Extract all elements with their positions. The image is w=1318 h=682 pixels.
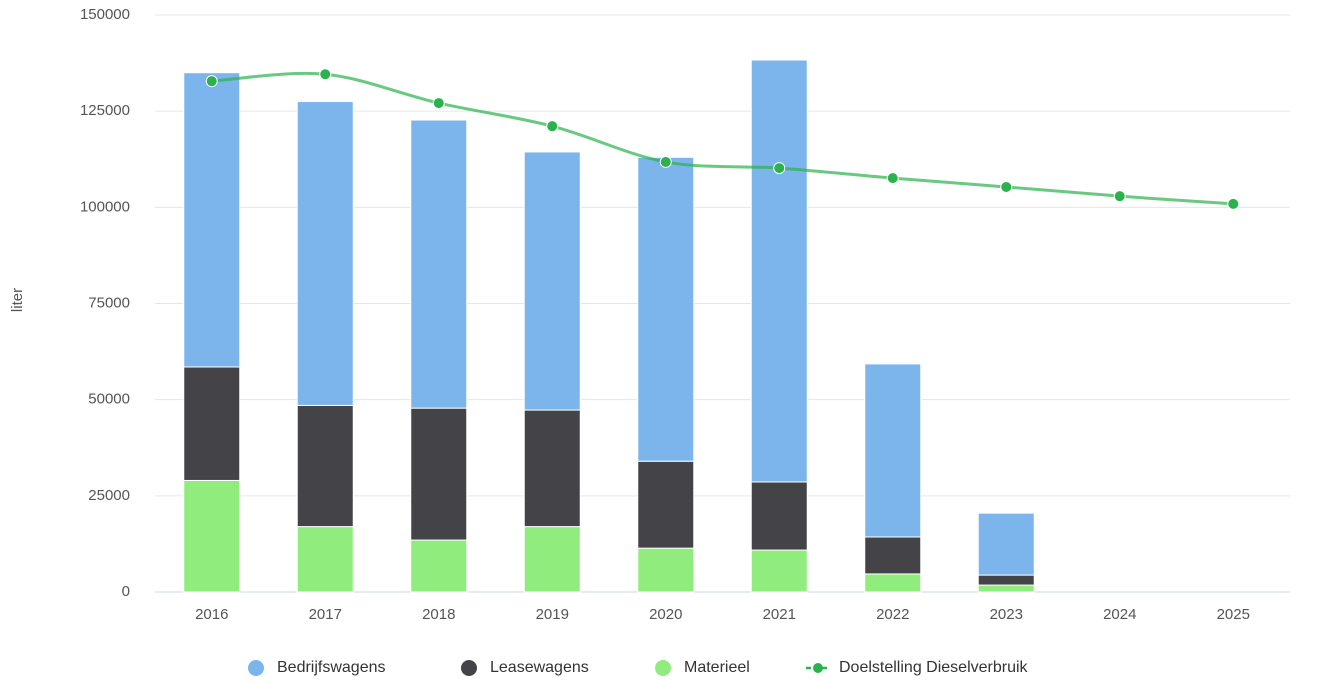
x-tick-label: 2020 <box>649 606 682 623</box>
bar <box>864 363 922 538</box>
bar <box>523 151 581 411</box>
line <box>211 71 1234 206</box>
line-marker <box>886 172 899 185</box>
y-tick-label: 0 <box>122 583 130 600</box>
x-tick-label: 2022 <box>876 606 909 623</box>
legend-label: Bedrijfswagens <box>277 659 386 676</box>
x-tick-label: 2019 <box>536 606 569 623</box>
legend-symbol <box>655 660 671 676</box>
x-tick-label: 2016 <box>195 606 228 623</box>
legend-label: Leasewagens <box>490 659 589 676</box>
legend: Bedrijfswagens Leasewagens Materieel Doelst… <box>248 659 1029 676</box>
bar <box>296 101 354 406</box>
bar <box>750 549 808 593</box>
bar <box>523 526 581 593</box>
bar <box>977 574 1035 586</box>
bar <box>410 407 468 541</box>
x-tick-label: 2025 <box>1217 606 1250 623</box>
line-marker <box>659 155 672 168</box>
x-tick-label: 2017 <box>309 606 342 623</box>
line-marker <box>1113 190 1126 203</box>
line-marker <box>319 68 332 81</box>
bar <box>750 59 808 483</box>
legend-symbol <box>461 660 477 676</box>
bar <box>296 404 354 528</box>
bar <box>183 366 241 481</box>
line-marker <box>546 120 559 133</box>
bar <box>637 460 695 549</box>
y-tick-label: 100000 <box>80 198 130 215</box>
bar <box>637 156 695 462</box>
x-tick-label: 2021 <box>763 606 796 623</box>
x-tick-label: 2023 <box>990 606 1023 623</box>
bar <box>750 481 808 551</box>
y-tick-label: 75000 <box>88 294 130 311</box>
x-tick-label: 2024 <box>1103 606 1136 623</box>
line-marker <box>432 97 445 110</box>
bar <box>977 584 1035 593</box>
bar <box>864 536 922 575</box>
bar <box>183 72 241 368</box>
line-marker <box>205 75 218 88</box>
line-marker <box>773 162 786 175</box>
bar <box>864 573 922 593</box>
x-tick-label: 2018 <box>422 606 455 623</box>
y-tick-label: 50000 <box>88 391 130 408</box>
legend-symbol <box>813 663 823 673</box>
bar <box>637 547 695 593</box>
bar <box>410 119 468 409</box>
legend-label: Doelstelling Dieselverbruik <box>839 659 1029 676</box>
bar <box>296 526 354 593</box>
bar <box>183 479 241 593</box>
bar <box>523 409 581 528</box>
y-axis-label: liter <box>9 288 26 312</box>
bar <box>977 512 1035 576</box>
line-marker <box>1000 180 1013 193</box>
legend-symbol <box>248 660 264 676</box>
line-marker <box>1227 197 1240 210</box>
bar <box>410 539 468 593</box>
y-tick-label: 150000 <box>80 6 130 23</box>
legend-label: Materieel <box>684 659 750 676</box>
y-tick-label: 125000 <box>80 102 130 119</box>
y-tick-label: 25000 <box>88 487 130 504</box>
